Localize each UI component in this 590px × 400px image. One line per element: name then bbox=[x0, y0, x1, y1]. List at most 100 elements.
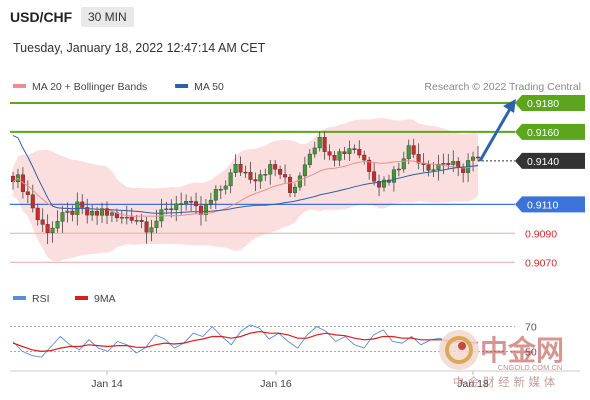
legend-label-0: MA 20 + Bollinger Bands bbox=[32, 81, 147, 93]
candle-body bbox=[377, 181, 382, 188]
price-levels: 0.9180 0.9160 0.9140 0.9110 0.9090 0.9070 bbox=[10, 94, 585, 269]
candle-body bbox=[337, 151, 342, 161]
candle-body bbox=[411, 145, 416, 155]
watermark-logo-circle bbox=[439, 330, 479, 370]
candle-body bbox=[208, 199, 213, 205]
candle-body bbox=[40, 219, 45, 225]
level-label-3: 0.9110 bbox=[527, 199, 558, 211]
rsi-legend-label-1: 9MA bbox=[94, 293, 116, 305]
candle-body bbox=[297, 175, 302, 188]
ma50-line bbox=[12, 135, 479, 214]
rsi-tick-50: 50 bbox=[525, 346, 537, 358]
level-tag-0 bbox=[515, 94, 585, 111]
candle-body bbox=[436, 163, 441, 170]
chart-header: USD/CHF 30 MIN bbox=[0, 0, 590, 34]
candle-body bbox=[288, 176, 293, 193]
candle-body bbox=[65, 210, 70, 213]
rsi-legend-swatch-1 bbox=[75, 296, 88, 300]
candle-body bbox=[174, 203, 179, 210]
candle-body bbox=[367, 159, 372, 172]
candle-body bbox=[198, 205, 203, 215]
candle-body bbox=[302, 164, 307, 177]
price-panel-grid: MA 20 + Bollinger Bands MA 50 Research © 2… bbox=[13, 81, 581, 93]
timeframe-badge[interactable]: 30 MIN bbox=[81, 7, 134, 27]
candle-body bbox=[273, 164, 278, 170]
candle-body bbox=[238, 164, 243, 173]
bollinger-band-fill bbox=[13, 117, 478, 262]
legend-credit: Research © 2022 Trading Central bbox=[424, 81, 581, 93]
candle-body bbox=[456, 161, 461, 168]
candle-body bbox=[203, 204, 208, 215]
candle-body bbox=[35, 207, 40, 221]
candle-body bbox=[233, 164, 238, 173]
level-tag-1 bbox=[515, 123, 585, 140]
candle-body bbox=[476, 156, 481, 159]
watermark-logo-dot bbox=[458, 342, 466, 350]
rsi-ma-line bbox=[12, 330, 478, 353]
candle-body bbox=[184, 201, 189, 204]
candle-body bbox=[179, 203, 184, 205]
watermark-brand: 中金网 bbox=[480, 334, 564, 367]
candle-body bbox=[90, 210, 95, 216]
candle-body bbox=[426, 164, 431, 171]
candle-body bbox=[124, 216, 129, 219]
x-tick-label-2: Jan 18 bbox=[457, 378, 489, 390]
watermark-subtitle: 中 金 财 经 新 媒 体 bbox=[453, 375, 556, 389]
candle-body bbox=[391, 169, 396, 183]
rsi-line bbox=[12, 324, 479, 358]
candle-body bbox=[396, 168, 401, 171]
candle-body bbox=[50, 227, 55, 233]
legend-swatch-0 bbox=[13, 84, 26, 88]
candle-body bbox=[416, 154, 421, 164]
level-tag-2 bbox=[515, 152, 585, 169]
level-label-0: 0.9180 bbox=[527, 98, 559, 110]
candle-body bbox=[129, 216, 134, 221]
candle-body bbox=[446, 163, 451, 165]
candle-body bbox=[278, 169, 283, 175]
candle-body bbox=[253, 179, 258, 182]
candle-body bbox=[139, 220, 144, 222]
candle-body bbox=[80, 201, 85, 208]
candle-body bbox=[317, 137, 322, 149]
candle-body bbox=[382, 179, 387, 188]
candle-body bbox=[307, 153, 312, 166]
candle-body bbox=[372, 171, 377, 182]
candle-body bbox=[451, 161, 456, 165]
candle-body bbox=[45, 224, 50, 233]
candle-body bbox=[109, 212, 114, 216]
candle-body bbox=[100, 208, 105, 216]
candle-body bbox=[322, 137, 327, 152]
forecast-arrow bbox=[478, 98, 516, 162]
watermark-url: CNGOLD.COM.CN bbox=[498, 363, 563, 372]
candle-body bbox=[263, 174, 268, 176]
rsi-panel: RSI 9MA 70 50 bbox=[10, 293, 537, 358]
symbol-title: USD/CHF bbox=[10, 9, 73, 25]
forecast-arrow-head bbox=[503, 98, 516, 113]
candle-body bbox=[332, 155, 337, 161]
legend-swatch-1 bbox=[175, 84, 189, 88]
candle-body bbox=[164, 208, 169, 211]
candle-body bbox=[104, 208, 109, 216]
candle-body bbox=[248, 172, 253, 180]
candle-body bbox=[189, 201, 194, 203]
x-tick-label-1: Jan 16 bbox=[260, 378, 292, 390]
candle-body bbox=[441, 163, 446, 165]
candle-body bbox=[194, 201, 199, 207]
candle-body bbox=[169, 208, 174, 211]
bollinger-bands bbox=[13, 117, 478, 262]
forecast-arrow-shaft bbox=[478, 108, 512, 162]
level-label-2: 0.9140 bbox=[527, 156, 559, 168]
candle-body bbox=[347, 148, 352, 154]
candle-body bbox=[431, 169, 436, 171]
candle-body bbox=[70, 210, 75, 215]
candle-body bbox=[95, 210, 100, 216]
candle-body bbox=[60, 212, 65, 222]
level-label-4: 0.9090 bbox=[525, 228, 557, 240]
candle-body bbox=[25, 191, 30, 195]
x-axis: Jan 14 Jan 16 Jan 18 bbox=[10, 370, 580, 390]
candle-body bbox=[327, 151, 332, 156]
candle-body bbox=[213, 189, 218, 201]
candle-body bbox=[218, 189, 223, 191]
